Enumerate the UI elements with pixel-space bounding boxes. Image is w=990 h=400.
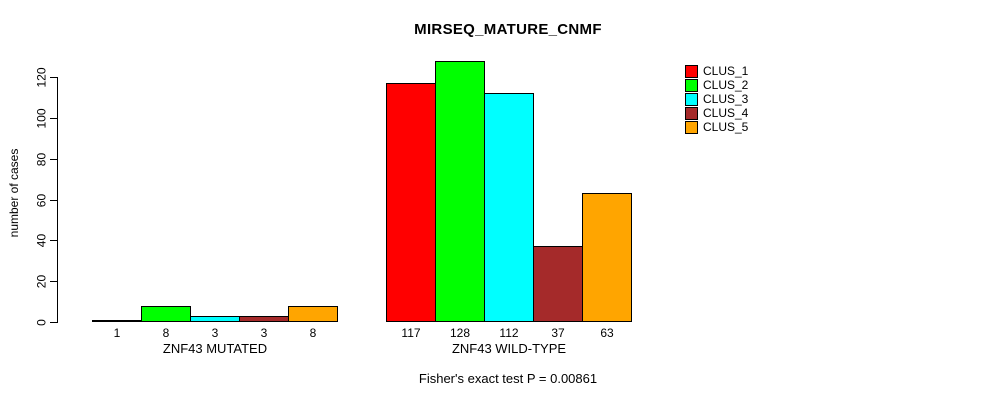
y-tick-label: 20 <box>34 274 49 289</box>
legend-label-clus_5: CLUS_5 <box>703 120 749 134</box>
y-tick <box>50 322 57 323</box>
y-axis-title: number of cases <box>7 148 21 238</box>
legend-label-clus_4: CLUS_4 <box>703 106 749 120</box>
x-group-label: ZNF43 WILD-TYPE <box>451 341 567 356</box>
bar-value-label: 112 <box>499 326 519 340</box>
chart-title: MIRSEQ_MATURE_CNMF <box>414 21 602 38</box>
legend-label-clus_1: CLUS_1 <box>703 64 749 78</box>
bar-clus_3-mutated <box>190 316 240 322</box>
bar-value-label: 1 <box>113 326 121 340</box>
annotation-fisher-test: Fisher's exact test P = 0.00861 <box>418 371 598 386</box>
y-tick <box>50 118 57 119</box>
y-tick <box>50 159 57 160</box>
bar-value-label: 117 <box>401 326 421 340</box>
y-tick <box>50 200 57 201</box>
y-tick-label: 0 <box>34 319 49 326</box>
y-tick-label: 60 <box>34 193 49 208</box>
x-group-label: ZNF43 MUTATED <box>162 341 268 356</box>
y-tick-label: 80 <box>34 152 49 167</box>
bar-value-label: 128 <box>449 326 471 340</box>
bar-value-label: 3 <box>211 326 219 340</box>
bar-clus_5-mutated <box>288 306 338 322</box>
bar-value-label: 3 <box>260 326 268 340</box>
y-axis-line <box>57 77 58 323</box>
bar-clus_5-wildtype <box>582 193 632 322</box>
y-tick-label: 120 <box>34 67 49 88</box>
y-tick-label: 40 <box>34 233 49 248</box>
bar-value-label: 63 <box>600 326 614 340</box>
bar-clus_3-wildtype <box>484 93 534 322</box>
bar-clus_2-wildtype <box>435 61 485 322</box>
bar-clus_1-wildtype <box>386 83 436 322</box>
legend-swatch-clus_2 <box>685 79 698 92</box>
y-tick <box>50 281 57 282</box>
legend-swatch-clus_3 <box>685 93 698 106</box>
legend-label-clus_2: CLUS_2 <box>703 78 749 92</box>
y-tick-label: 100 <box>34 108 49 129</box>
legend-swatch-clus_5 <box>685 121 698 134</box>
y-tick <box>50 77 57 78</box>
bar-clus_4-wildtype <box>533 246 583 322</box>
legend-swatch-clus_4 <box>685 107 698 120</box>
bar-value-label: 8 <box>309 326 317 340</box>
bar-clus_4-mutated <box>239 316 289 322</box>
y-tick <box>50 240 57 241</box>
bar-clus_2-mutated <box>141 306 191 322</box>
bar-value-label: 8 <box>162 326 170 340</box>
legend-swatch-clus_1 <box>685 65 698 78</box>
bar-value-label: 37 <box>551 326 565 340</box>
legend-label-clus_3: CLUS_3 <box>703 92 749 106</box>
bar-clus_1-mutated <box>92 320 142 322</box>
